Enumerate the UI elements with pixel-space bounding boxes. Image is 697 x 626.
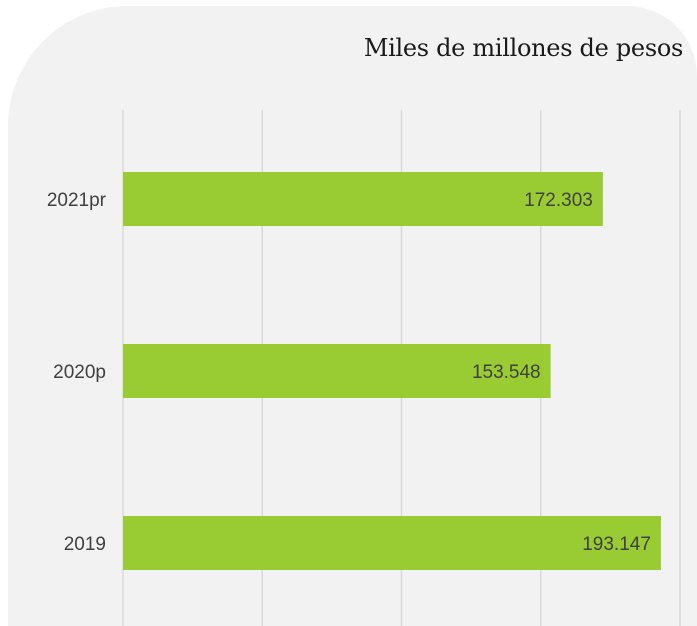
category-label: 2021pr bbox=[47, 190, 107, 211]
bar-2021pr bbox=[123, 172, 603, 226]
unit-label: Miles de millones de pesos bbox=[363, 34, 683, 62]
data-label: 153.548 bbox=[472, 362, 541, 383]
bar-2020p bbox=[123, 344, 551, 398]
data-label: 172.303 bbox=[524, 190, 593, 211]
bar-2019 bbox=[123, 516, 661, 570]
bars bbox=[123, 172, 661, 570]
category-label: 2020p bbox=[53, 362, 106, 383]
data-label: 193.147 bbox=[582, 534, 651, 555]
category-label: 2019 bbox=[64, 534, 106, 555]
labels: 172.303 2021pr 153.548 2020p 193.147 2019 bbox=[47, 190, 651, 555]
